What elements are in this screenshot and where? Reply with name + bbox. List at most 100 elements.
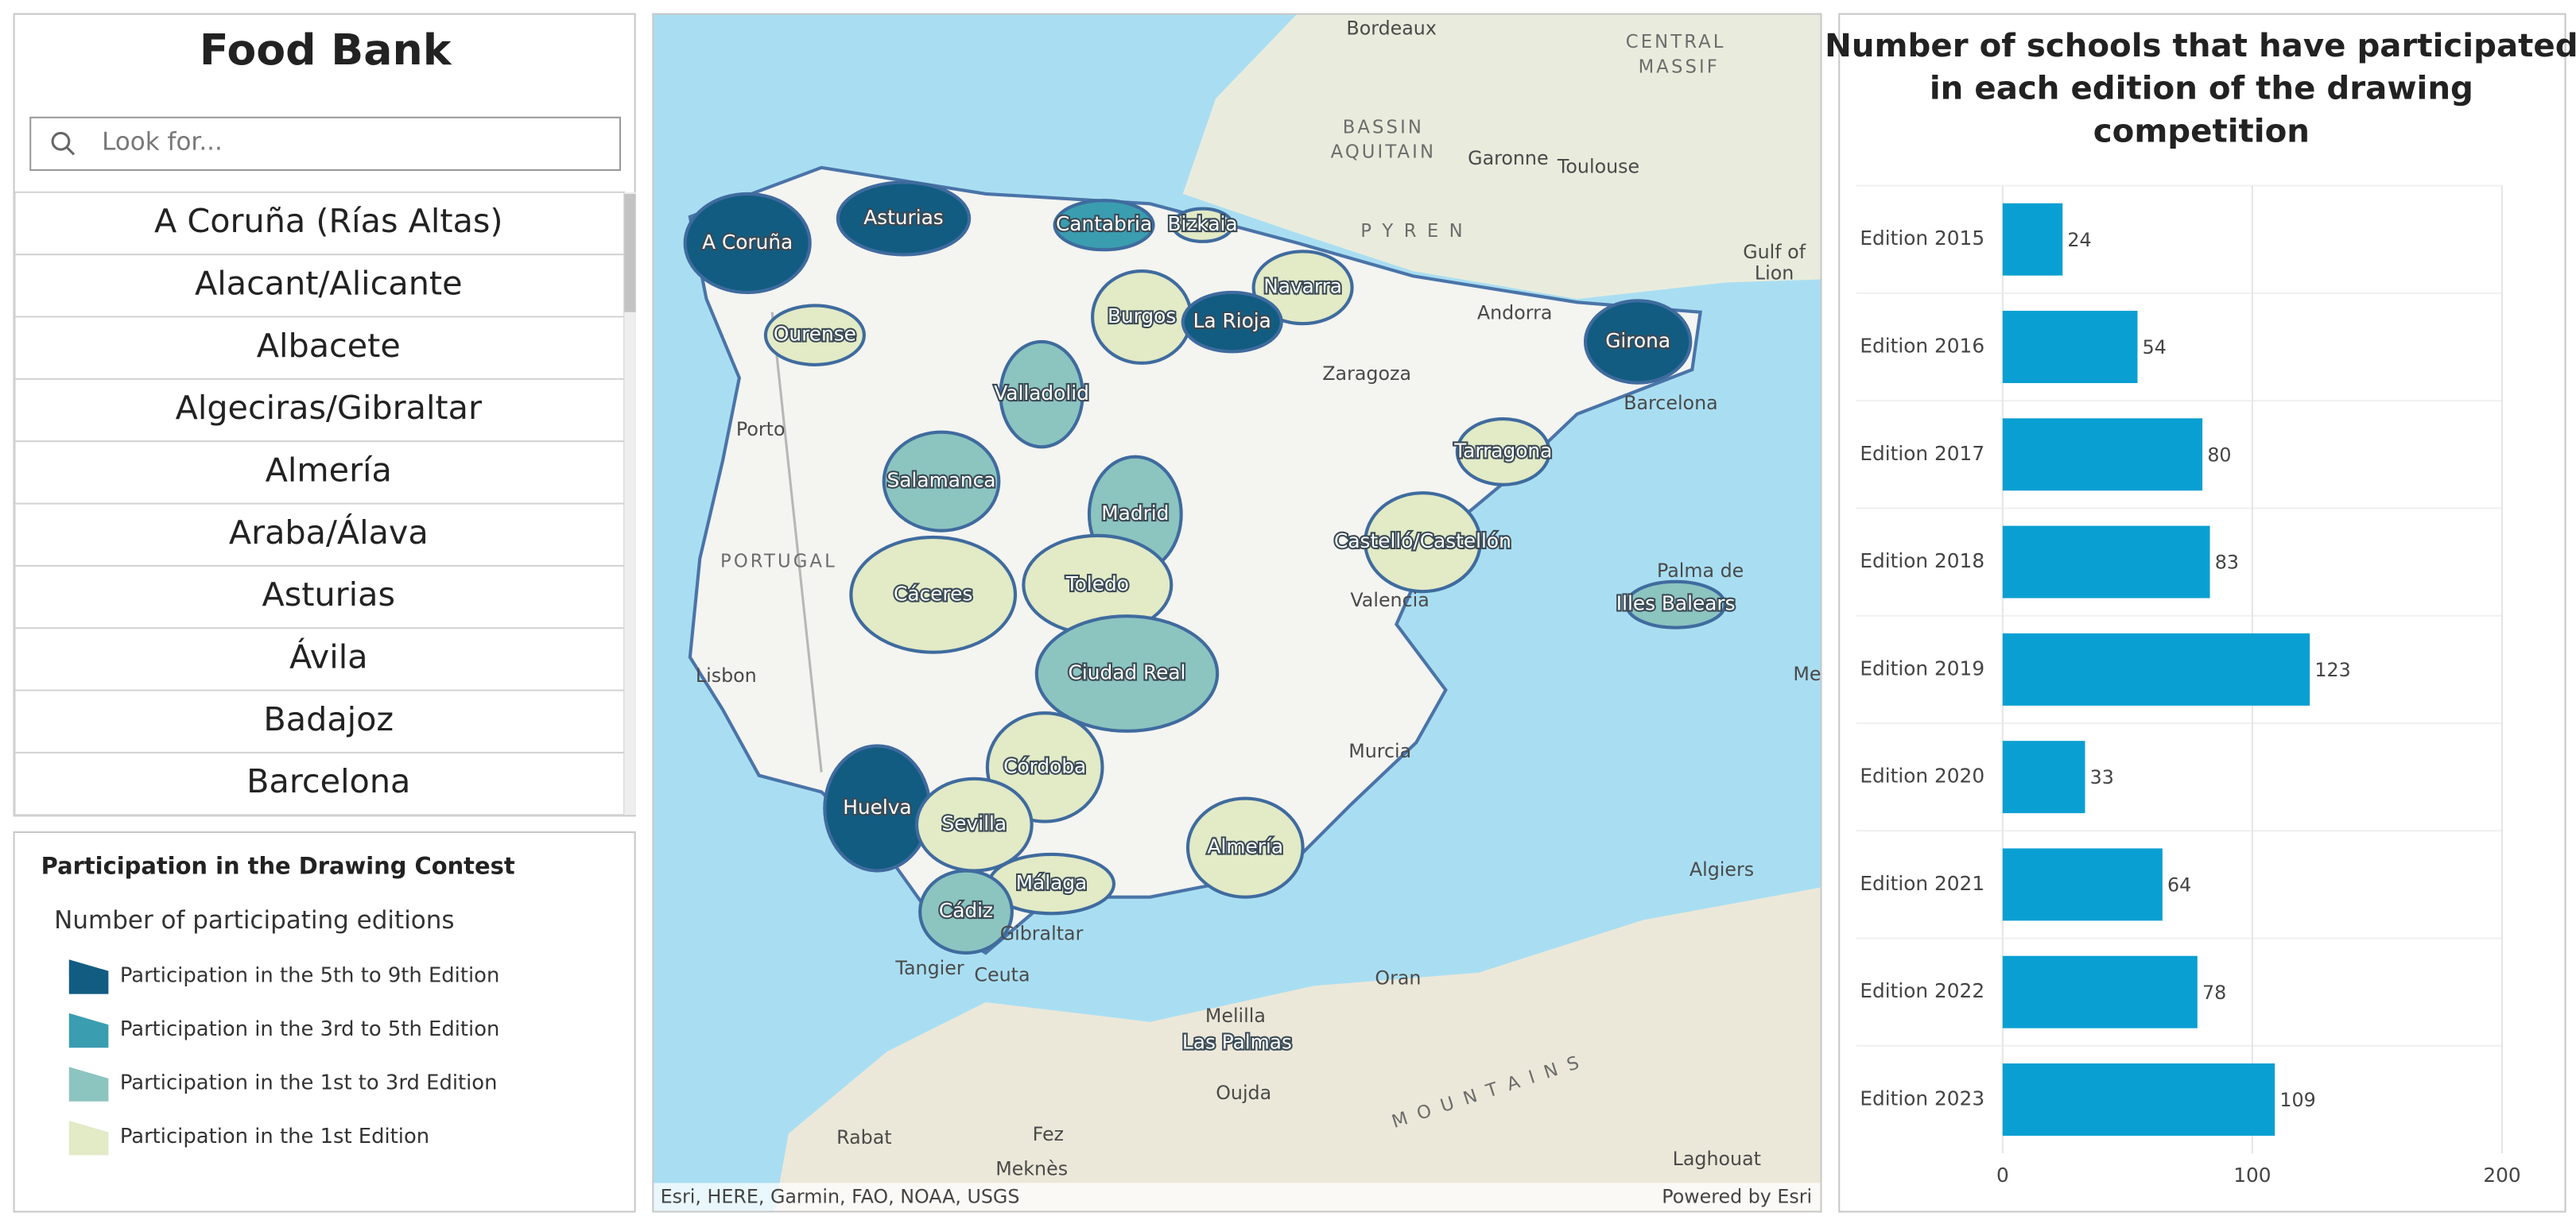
attribution-bar: [652, 1183, 1822, 1213]
province-area[interactable]: [1181, 290, 1283, 354]
y-tick-label: Edition 2015: [1860, 227, 1984, 250]
legend-title: Participation in the Drawing Contest: [41, 852, 515, 879]
province-area[interactable]: [999, 339, 1084, 449]
province-area[interactable]: [1171, 207, 1234, 243]
search-box[interactable]: [29, 116, 622, 171]
place-label: Laghouat: [1673, 1148, 1761, 1170]
province-area[interactable]: [1624, 579, 1727, 629]
scrollbar-track: [624, 192, 636, 815]
place-label: Bordeaux: [1346, 17, 1437, 40]
x-tick-label: 100: [2233, 1164, 2271, 1187]
province-label: Castelló/Castellón: [1334, 529, 1511, 552]
province-label: Bizkaia: [1167, 212, 1237, 235]
place-label: Andorra: [1477, 301, 1553, 323]
place-label: Oujda: [1216, 1082, 1271, 1104]
province-label: Cádiz: [939, 899, 993, 922]
province-area[interactable]: [1455, 417, 1551, 486]
list-item[interactable]: [14, 502, 626, 567]
province-label: Valladolid: [994, 382, 1089, 405]
place-label: Algiers: [1690, 858, 1754, 881]
list-item[interactable]: [14, 689, 626, 753]
place-label: Porto: [736, 418, 786, 440]
chart-panel: [1838, 13, 2566, 1213]
border-portugal: [770, 312, 823, 773]
bar[interactable]: [2002, 633, 2310, 706]
province-area[interactable]: [882, 430, 1001, 533]
list-item-label: A Coruña (Rías Altas): [154, 202, 503, 240]
legend-panel: [13, 831, 636, 1213]
bar[interactable]: [2002, 741, 2085, 814]
province-area[interactable]: [1034, 614, 1220, 733]
list-item-label: Badajoz: [263, 700, 394, 738]
y-tick-label: Edition 2019: [1860, 657, 1984, 680]
bar[interactable]: [2002, 203, 2063, 276]
legend-label: Participation in the 3rd to 5th Edition: [120, 1017, 500, 1041]
legend: Participation in the 5th to 9th Edition P…: [68, 959, 500, 1156]
list-item[interactable]: [14, 564, 626, 629]
list-item-label: Almería: [266, 451, 392, 489]
powered-by[interactable]: Powered by Esri: [1662, 1185, 1812, 1207]
province-area[interactable]: [1053, 199, 1155, 252]
list-item-label: Barcelona: [246, 762, 410, 800]
map-frame: [652, 13, 1822, 1213]
bar[interactable]: [2002, 955, 2198, 1028]
list-item[interactable]: [14, 751, 626, 816]
province-label: Burgos: [1108, 304, 1176, 327]
place-label: Fez: [1033, 1123, 1064, 1145]
land-iberia: [688, 165, 1703, 955]
provinces: [683, 180, 1727, 955]
land-france: [1150, 13, 1822, 300]
province-label: Sevilla: [942, 812, 1007, 835]
province-label: Almería: [1208, 835, 1284, 858]
province-label: Toledo: [1065, 572, 1129, 595]
map[interactable]: A Coruña Asturias Cantabria Bizkaia Navarra B…: [652, 13, 1822, 1224]
bar[interactable]: [2002, 525, 2210, 598]
place-label: CENTRAL: [1626, 32, 1726, 52]
value-label: 80: [2207, 444, 2231, 466]
province-area[interactable]: [836, 180, 972, 257]
bar[interactable]: [2002, 1063, 2275, 1136]
x-tick-label: 0: [1996, 1164, 2009, 1187]
province-area[interactable]: [1251, 250, 1354, 326]
y-tick-label: Edition 2020: [1860, 765, 1984, 788]
province-label: Málaga: [1016, 871, 1088, 894]
place-label: Melilla: [1205, 1005, 1266, 1027]
province-area[interactable]: [683, 192, 812, 295]
list-item-label: Albacete: [257, 327, 401, 365]
province-label: Girona: [1605, 329, 1670, 352]
place-label: Murcia: [1348, 740, 1411, 762]
attribution: Esri, HERE, Garmin, FAO, NOAA, USGS: [661, 1185, 1020, 1207]
legend-label: Participation in the 1st Edition: [120, 1125, 429, 1148]
legend-swatch: [68, 1013, 109, 1048]
x-tick-label: 200: [2483, 1164, 2520, 1187]
legend-swatch: [68, 1120, 109, 1156]
bar[interactable]: [2002, 848, 2163, 921]
scrollbar-thumb[interactable]: [624, 193, 636, 312]
place-label: Barcelona: [1624, 392, 1717, 414]
place-label: Rabat: [836, 1126, 891, 1148]
value-label: 54: [2143, 336, 2167, 358]
search-placeholder: Look for...: [102, 127, 223, 156]
place-label: Gibraltar: [1000, 923, 1084, 945]
place-label: AQUITAIN: [1331, 142, 1436, 163]
province-area[interactable]: [1185, 796, 1305, 899]
list-item[interactable]: [14, 627, 626, 691]
province-area[interactable]: [1364, 491, 1482, 594]
value-label: 123: [2314, 659, 2350, 681]
place-label: P Y R E N: [1360, 221, 1465, 242]
bar[interactable]: [2002, 418, 2203, 491]
y-tick-label: Edition 2023: [1860, 1086, 1984, 1110]
province-area[interactable]: [763, 304, 866, 366]
list-item[interactable]: [14, 316, 626, 380]
province-label: Madrid: [1101, 502, 1169, 525]
province-label: La Rioja: [1193, 309, 1271, 332]
place-label: Lion: [1755, 262, 1794, 285]
y-tick-label: Edition 2017: [1860, 442, 1984, 465]
bar[interactable]: [2002, 311, 2138, 383]
legend-label: Participation in the 5th to 9th Edition: [120, 963, 500, 987]
province-area[interactable]: [918, 869, 1014, 955]
province-area[interactable]: [1583, 299, 1693, 385]
province-area[interactable]: [849, 535, 1018, 654]
place-label: BASSIN: [1343, 118, 1424, 138]
